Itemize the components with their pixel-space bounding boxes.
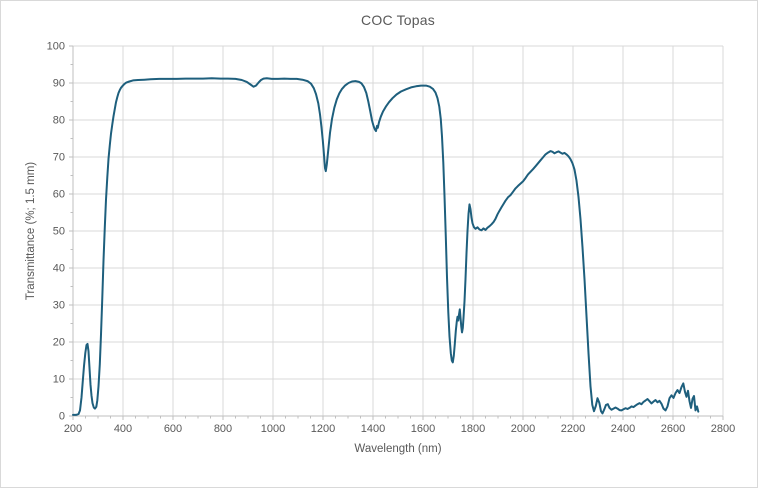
svg-text:20: 20 (53, 337, 65, 349)
svg-text:60: 60 (53, 189, 65, 201)
svg-text:80: 80 (53, 115, 65, 127)
svg-text:70: 70 (53, 152, 65, 164)
svg-text:90: 90 (53, 78, 65, 90)
svg-text:1600: 1600 (411, 423, 435, 435)
svg-text:30: 30 (53, 300, 65, 312)
svg-text:2400: 2400 (611, 423, 635, 435)
svg-text:50: 50 (53, 226, 65, 238)
svg-text:2600: 2600 (661, 423, 685, 435)
chart-title: COC Topas (361, 12, 435, 28)
svg-text:0: 0 (59, 411, 65, 423)
svg-text:200: 200 (64, 423, 82, 435)
svg-text:800: 800 (214, 423, 232, 435)
gridlines (73, 45, 724, 416)
axis-ticks (69, 45, 724, 420)
svg-text:2200: 2200 (561, 423, 585, 435)
svg-text:400: 400 (114, 423, 132, 435)
svg-text:2800: 2800 (711, 423, 735, 435)
svg-text:1800: 1800 (461, 423, 485, 435)
svg-text:40: 40 (53, 263, 65, 275)
x-axis-title: Wavelength (nm) (354, 443, 442, 455)
svg-text:1400: 1400 (361, 423, 385, 435)
svg-text:1200: 1200 (311, 423, 335, 435)
series-line (72, 77, 700, 416)
svg-text:2000: 2000 (511, 423, 535, 435)
y-tick-labels: 0 10 20 30 40 50 60 70 80 90 100 (47, 41, 65, 423)
svg-text:600: 600 (164, 423, 182, 435)
x-tick-labels: 200 400 600 800 1000 1200 1400 1600 1800 2000 2200… (64, 423, 735, 435)
svg-text:100: 100 (47, 41, 65, 53)
svg-text:10: 10 (53, 374, 65, 386)
svg-text:1000: 1000 (261, 423, 285, 435)
